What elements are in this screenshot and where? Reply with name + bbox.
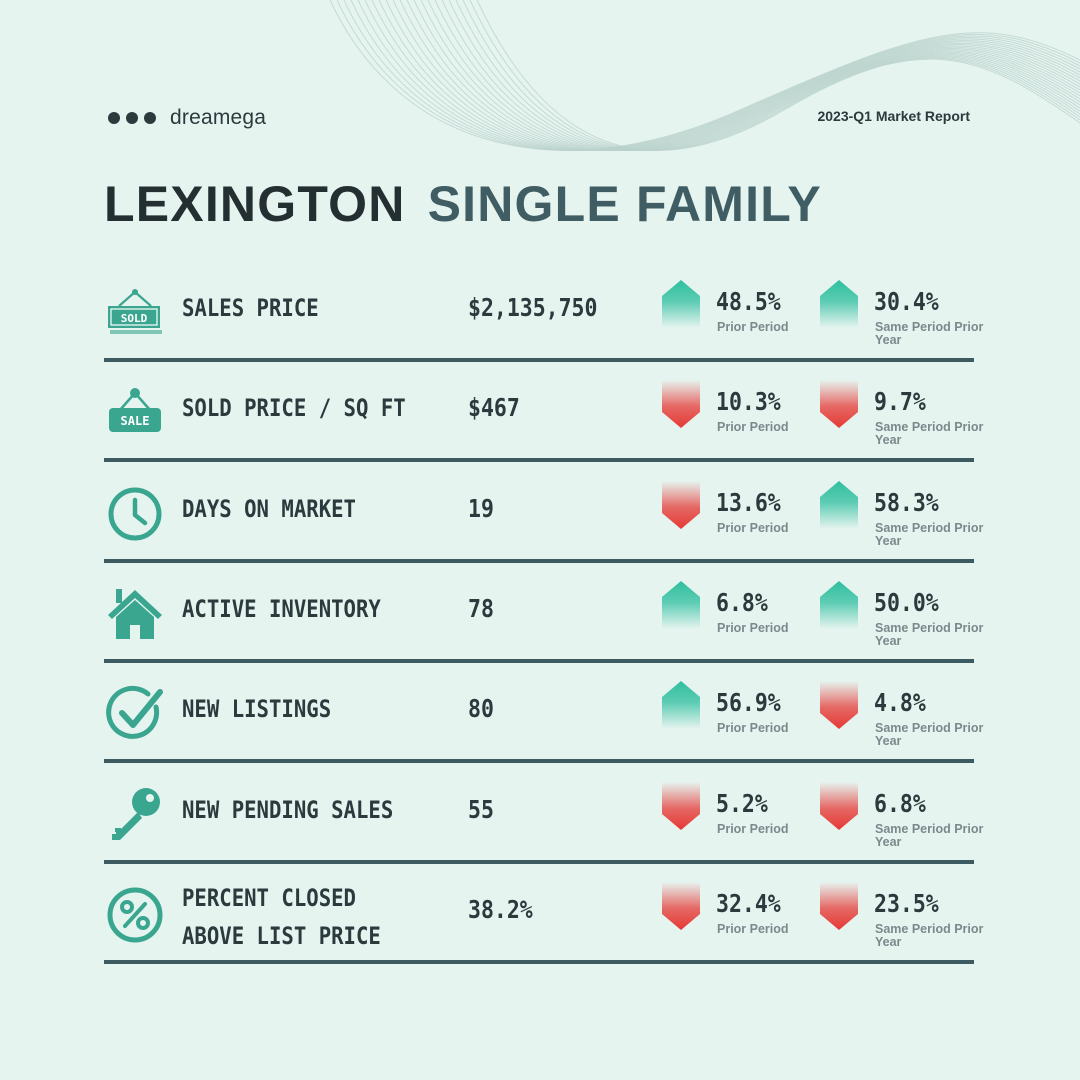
change-prior-year: 50.0% Same Period Prior Year — [820, 563, 983, 647]
metric-value: 78 — [468, 593, 494, 623]
change-note: Prior Period — [717, 320, 789, 334]
change-prior-period: 13.6% Prior Period — [662, 463, 812, 543]
sale-tag-icon: SALE — [106, 384, 164, 442]
page-title: LEXINGTON SINGLE FAMILY — [104, 174, 822, 234]
change-note: Same Period Prior Year — [875, 420, 984, 448]
metric-label: NEW PENDING SALES — [182, 795, 394, 824]
metric-label: SALES PRICE — [182, 294, 319, 322]
metric-value: $467 — [468, 393, 520, 423]
change-prior-period: 6.8% Prior Period — [662, 563, 812, 643]
change-prior-year: 4.8% Same Period Prior Year — [820, 663, 983, 748]
clock-icon — [106, 485, 164, 543]
metric-row: NEW LISTINGS 80 56.9% Prior Period 4.8% Same … — [104, 663, 983, 764]
change-note: Same Period Prior Year — [875, 821, 984, 849]
arrow-down-icon — [820, 881, 858, 930]
change-percent: 30.4% — [874, 287, 939, 316]
change-prior-year: 9.7% Same Period Prior Year — [820, 362, 983, 447]
change-percent: 6.8% — [716, 587, 768, 617]
sold-sign-icon: SOLD — [106, 284, 164, 342]
check-circle-icon — [106, 685, 164, 743]
change-note: Same Period Prior Year — [875, 620, 984, 648]
change-note: Prior Period — [717, 721, 789, 736]
metric-row: SOLD SALES PRICE $2,135,750 48.5% Prior Peri… — [104, 262, 983, 362]
title-type: SINGLE FAMILY — [427, 176, 822, 232]
change-percent: 48.5% — [716, 287, 781, 316]
change-percent: 58.3% — [874, 487, 939, 517]
change-percent: 32.4% — [716, 888, 781, 918]
metric-row: PERCENT CLOSED ABOVE LIST PRICE 38.2% 32.4%… — [104, 864, 983, 964]
metric-row: DAYS ON MARKET 19 13.6% Prior Period 58.3% Sa… — [104, 463, 983, 563]
change-prior-year: 23.5% Same Period Prior Year — [820, 864, 983, 948]
change-percent: 4.8% — [874, 688, 926, 718]
change-prior-period: 56.9% Prior Period — [662, 663, 812, 743]
arrow-up-icon — [662, 280, 700, 328]
arrow-up-icon — [662, 681, 700, 730]
key-icon — [106, 786, 164, 844]
arrow-down-icon — [820, 681, 858, 730]
change-note: Same Period Prior Year — [875, 721, 984, 749]
change-prior-period: 32.4% Prior Period — [662, 864, 812, 944]
change-note: Same Period Prior Year — [875, 921, 984, 949]
change-prior-year: 6.8% Same Period Prior Year — [820, 764, 983, 848]
arrow-down-icon — [820, 781, 858, 830]
change-note: Same Period Prior Year — [875, 320, 984, 347]
change-percent: 56.9% — [716, 688, 781, 718]
change-note: Prior Period — [717, 821, 789, 836]
metric-label: ACTIVE INVENTORY — [182, 594, 381, 623]
arrow-down-icon — [662, 480, 700, 529]
svg-text:SOLD: SOLD — [121, 312, 148, 325]
change-prior-period: 10.3% Prior Period — [662, 362, 812, 442]
change-percent: 50.0% — [874, 587, 939, 617]
title-city: LEXINGTON — [104, 176, 406, 232]
change-prior-period: 48.5% Prior Period — [662, 262, 812, 342]
change-prior-year: 30.4% Same Period Prior Year — [820, 262, 983, 347]
metric-label: SOLD PRICE / SQ FT — [182, 394, 406, 423]
metric-value: $2,135,750 — [468, 293, 598, 322]
house-icon — [106, 585, 164, 643]
metric-label: DAYS ON MARKET — [182, 494, 356, 523]
metric-label: NEW LISTINGS — [182, 695, 332, 724]
arrow-up-icon — [820, 580, 858, 629]
change-percent: 13.6% — [716, 487, 781, 517]
metric-value: 80 — [468, 694, 494, 724]
change-percent: 23.5% — [874, 888, 939, 918]
change-percent: 9.7% — [874, 387, 926, 417]
arrow-down-icon — [662, 781, 700, 830]
metric-value: 19 — [468, 493, 494, 523]
arrow-up-icon — [820, 480, 858, 529]
metric-row: SALE SOLD PRICE / SQ FT $467 10.3% Prior Per… — [104, 362, 983, 463]
change-percent: 6.8% — [874, 788, 926, 818]
arrow-up-icon — [662, 580, 700, 629]
arrow-down-icon — [662, 380, 700, 429]
change-note: Prior Period — [717, 921, 789, 936]
change-note: Prior Period — [717, 520, 789, 535]
brand: dreamega — [108, 104, 266, 132]
change-prior-year: 58.3% Same Period Prior Year — [820, 463, 983, 547]
change-prior-period: 5.2% Prior Period — [662, 764, 812, 844]
brand-dots-icon — [108, 112, 156, 124]
change-percent: 5.2% — [716, 788, 768, 818]
svg-text:SALE: SALE — [121, 414, 150, 428]
report-label: 2023-Q1 Market Report — [817, 108, 970, 124]
change-note: Prior Period — [717, 420, 789, 435]
arrow-down-icon — [820, 380, 858, 429]
metric-value: 55 — [468, 794, 494, 824]
arrow-down-icon — [662, 881, 700, 930]
metric-label: PERCENT CLOSED ABOVE LIST PRICE — [182, 883, 381, 950]
percent-circle-icon — [106, 886, 164, 944]
change-percent: 10.3% — [716, 387, 781, 417]
metric-row: ACTIVE INVENTORY 78 6.8% Prior Period 50.0% S… — [104, 563, 983, 663]
metric-value: 38.2% — [468, 894, 533, 924]
brand-name: dreamega — [170, 106, 267, 129]
change-note: Same Period Prior Year — [875, 520, 984, 548]
arrow-up-icon — [820, 280, 858, 328]
metric-row: NEW PENDING SALES 55 5.2% Prior Period 6.8% S… — [104, 764, 983, 864]
change-note: Prior Period — [717, 620, 789, 635]
